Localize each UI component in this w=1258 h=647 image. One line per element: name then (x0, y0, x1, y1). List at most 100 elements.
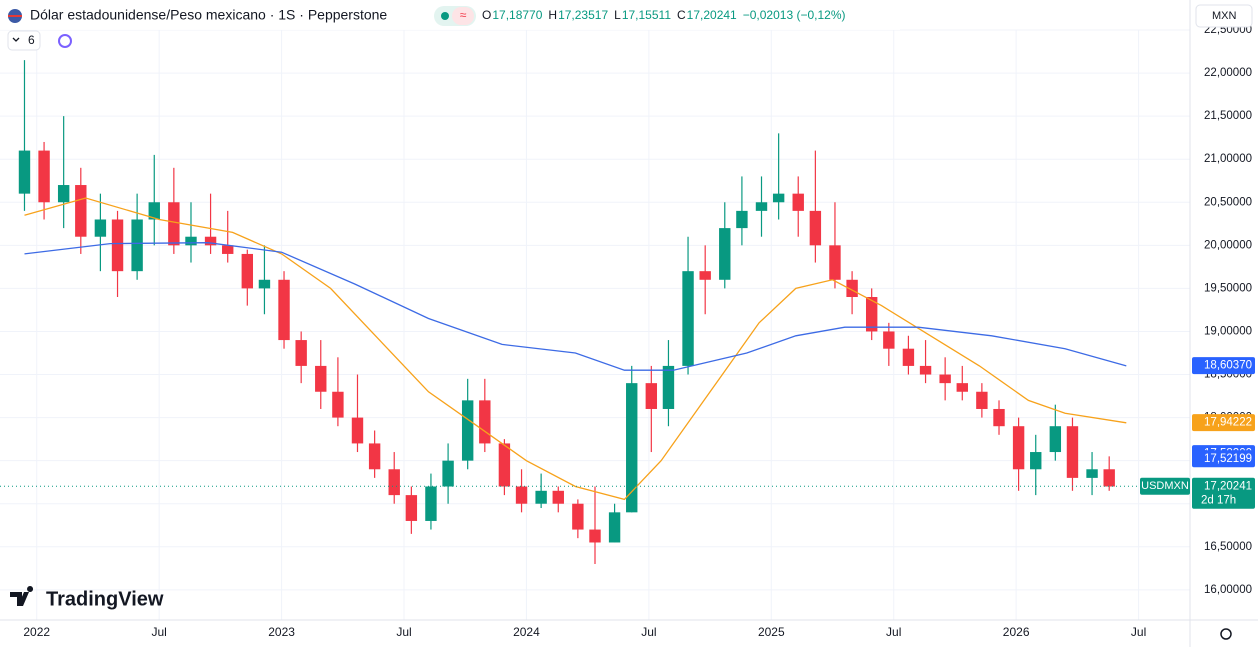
candle-body (589, 529, 601, 543)
brand: TradingView (46, 588, 164, 610)
candle-body (883, 331, 895, 349)
y-tick-label: 19,00000 (1204, 325, 1252, 337)
candle-body (38, 150, 50, 203)
candle-body (956, 383, 968, 392)
candle-body (535, 490, 547, 504)
candle-body (479, 400, 491, 444)
last-price-label: 17,20241 (1204, 480, 1252, 492)
flag-stripe (8, 15, 22, 17)
refresh-icon[interactable] (58, 34, 72, 48)
ohlc-value: 17,18770 (492, 8, 542, 22)
x-tick-label: 2022 (23, 625, 50, 639)
candle-body (736, 210, 748, 229)
y-tick-label: 21,50000 (1204, 110, 1252, 122)
plot (0, 60, 1190, 565)
ohlc-key: C (677, 8, 686, 22)
symbol-box (1140, 477, 1190, 495)
ohlc-value: 17,15511 (622, 8, 671, 22)
candle-body (919, 365, 932, 375)
indicator-toggle[interactable] (7, 30, 41, 51)
candle-body (902, 348, 915, 366)
price-label: 17,52199 (1204, 453, 1252, 465)
brand-logo (10, 586, 34, 606)
candle-body (405, 495, 418, 521)
ohlc-value: 17,23517 (558, 8, 608, 22)
candle-body (204, 236, 217, 246)
candle-body (719, 228, 731, 280)
axis: 16,0000016,5000017,0000017,5000018,00000… (23, 24, 1255, 639)
y-tick-label: 21,00000 (1204, 153, 1252, 165)
price-label-box (1192, 414, 1255, 432)
candle-body (846, 279, 858, 298)
moving-average (24, 197, 1127, 501)
price-axis (1190, 0, 1258, 620)
candle-body (809, 210, 822, 246)
candle-body (976, 391, 988, 409)
candle-body (1030, 452, 1042, 470)
candle-body (552, 490, 564, 504)
y-tick-label: 16,50000 (1204, 541, 1252, 553)
x-tick-label: Jul (396, 625, 411, 639)
candle-body (645, 383, 658, 409)
candle-body (608, 512, 621, 543)
candle-body (572, 503, 584, 530)
candle-body (1086, 469, 1098, 478)
x-tick-label: 2026 (1003, 625, 1030, 639)
ohlc-key: L (614, 8, 621, 22)
candle-body (829, 245, 841, 280)
moving-average (24, 242, 1127, 371)
x-tick-label: 2023 (268, 625, 295, 639)
x-tick-label: Jul (641, 625, 656, 639)
candle-body (498, 443, 511, 487)
y-tick-label: 22,00000 (1204, 67, 1252, 79)
x-tick-label: 2024 (513, 625, 540, 639)
settings-icon[interactable] (1220, 628, 1232, 640)
candle-body (258, 279, 271, 289)
last-price-box (1192, 477, 1255, 509)
candle-body (865, 297, 878, 332)
countdown: 2d 17h (1201, 494, 1236, 506)
price-label: 17,94222 (1204, 417, 1252, 429)
x-tick-label: Jul (886, 625, 901, 639)
x-tick-label: Jul (1131, 625, 1146, 639)
candle-body (185, 236, 197, 246)
candle-body (332, 391, 344, 418)
candle-body (699, 271, 711, 280)
status-dot (441, 12, 449, 20)
y-tick-label: 20,50000 (1204, 196, 1252, 208)
chart-title: Dólar estadounidense/Peso mexicano · 1S … (30, 7, 387, 23)
ohlc-key: H (548, 8, 557, 22)
candle-body (682, 271, 694, 366)
indicator-count: 6 (28, 33, 35, 47)
candle-body (993, 408, 1005, 427)
candle-body (295, 340, 307, 366)
candle-body (1066, 426, 1079, 478)
x-tick-label: Jul (151, 625, 166, 639)
candle-body (626, 383, 638, 513)
candle-body (18, 150, 31, 194)
candle-body (278, 279, 290, 341)
y-tick-label: 16,00000 (1204, 584, 1252, 596)
candle-body (461, 400, 474, 461)
price-label-box (1192, 357, 1255, 375)
currency: MXN (1212, 10, 1237, 22)
y-tick-label: 19,50000 (1204, 282, 1252, 294)
candle-body (57, 185, 70, 203)
currency-button[interactable] (1195, 4, 1253, 28)
candle-body (1012, 426, 1025, 470)
price-label-box (1192, 450, 1255, 468)
candle-body (241, 253, 254, 289)
candle-body (131, 219, 143, 272)
candle-body (315, 365, 327, 392)
candle-body (388, 469, 400, 496)
status-icon (452, 7, 474, 25)
y-tick-label: 20,00000 (1204, 239, 1252, 251)
ohlc-key: O (482, 8, 491, 22)
candle-body (442, 460, 454, 487)
chevron (12, 37, 20, 42)
ohlc-header: O 17,18770 H 17,23517 L 17,15511 C 17,20241 −0,0… (482, 8, 845, 22)
candle-body (939, 374, 951, 384)
candle-body (75, 185, 87, 237)
candle-body (1103, 469, 1115, 487)
